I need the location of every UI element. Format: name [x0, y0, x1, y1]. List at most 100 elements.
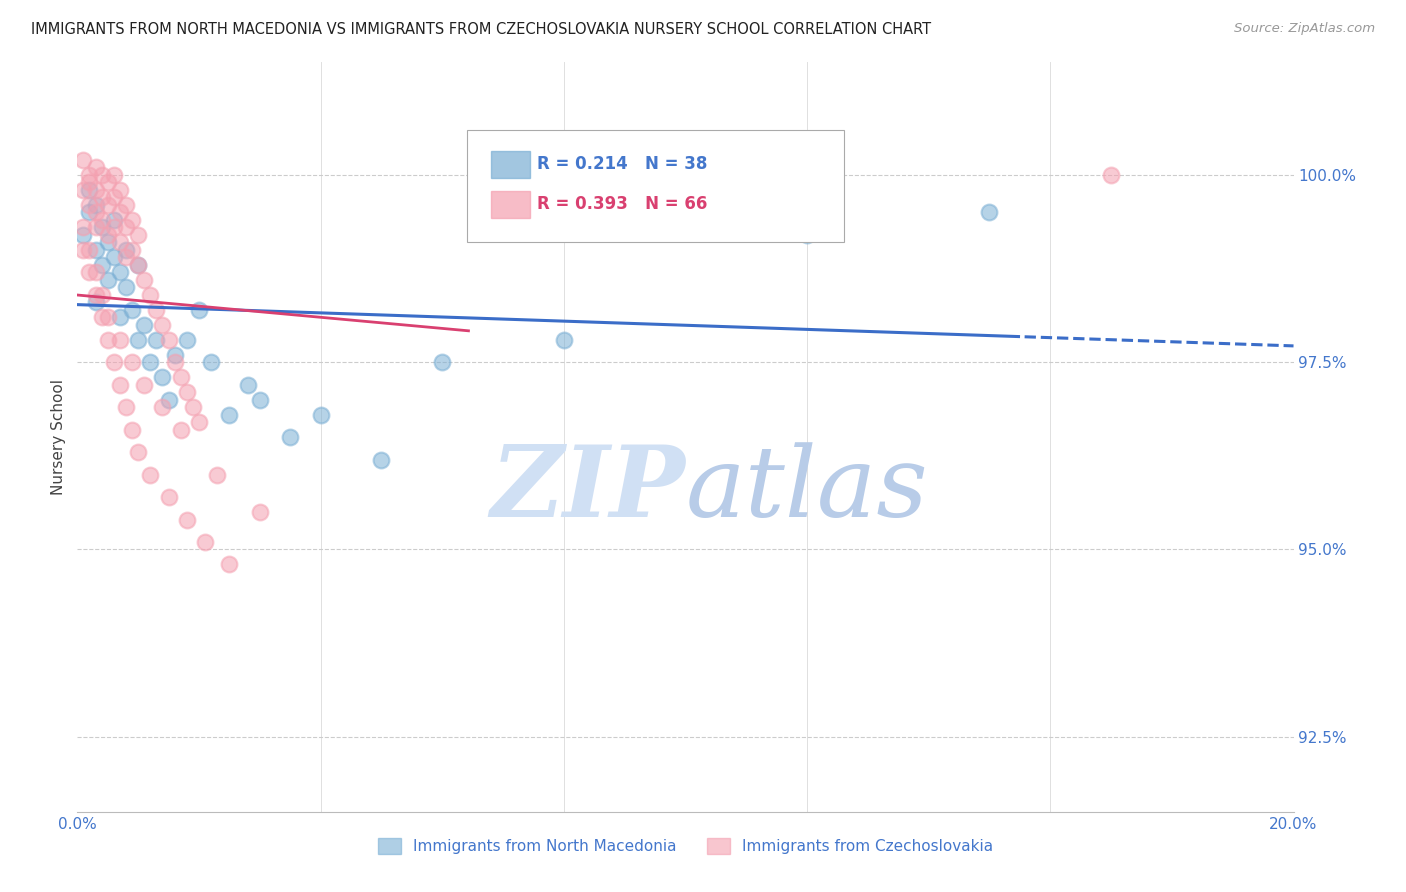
Point — [90, 287, 112, 301]
Point — [236, 377, 259, 392]
Legend: Immigrants from North Macedonia, Immigrants from Czechoslovakia: Immigrants from North Macedonia, Immigra… — [371, 832, 1000, 860]
Point — [79, 168, 101, 182]
Point — [108, 235, 131, 250]
Point — [84, 161, 107, 175]
Point — [72, 153, 94, 167]
Point — [97, 273, 120, 287]
Point — [90, 258, 112, 272]
Point — [163, 355, 186, 369]
Point — [152, 370, 174, 384]
Point — [103, 355, 125, 369]
Point — [979, 205, 1001, 219]
Point — [170, 423, 193, 437]
Point — [79, 243, 101, 257]
Point — [79, 265, 101, 279]
FancyBboxPatch shape — [491, 191, 530, 218]
Point — [127, 258, 149, 272]
Point — [84, 243, 107, 257]
Point — [152, 400, 174, 414]
Point — [79, 205, 101, 219]
Point — [249, 505, 271, 519]
Point — [90, 212, 112, 227]
Point — [103, 190, 125, 204]
Point — [181, 400, 204, 414]
Point — [170, 370, 193, 384]
Point — [188, 302, 211, 317]
Point — [108, 377, 131, 392]
Point — [97, 227, 120, 242]
Point — [90, 190, 112, 204]
Point — [218, 408, 240, 422]
Point — [127, 258, 149, 272]
Point — [121, 423, 143, 437]
Point — [79, 198, 101, 212]
Point — [84, 198, 107, 212]
Point — [134, 318, 156, 332]
Point — [97, 198, 120, 212]
Point — [103, 168, 125, 182]
Point — [103, 250, 125, 264]
Point — [84, 220, 107, 235]
Point — [278, 430, 301, 444]
Point — [370, 452, 392, 467]
Point — [79, 175, 101, 189]
Point — [309, 408, 332, 422]
Point — [97, 175, 120, 189]
Point — [103, 212, 125, 227]
Point — [127, 227, 149, 242]
Point — [108, 183, 131, 197]
Point — [121, 212, 143, 227]
Point — [72, 243, 94, 257]
Point — [72, 227, 94, 242]
Point — [90, 168, 112, 182]
Point — [84, 265, 107, 279]
Point — [84, 183, 107, 197]
FancyBboxPatch shape — [491, 151, 530, 178]
Text: ZIP: ZIP — [491, 442, 686, 538]
Point — [84, 287, 107, 301]
Point — [115, 250, 138, 264]
Text: R = 0.393   N = 66: R = 0.393 N = 66 — [537, 195, 707, 213]
Point — [218, 558, 240, 572]
Point — [79, 183, 101, 197]
Point — [157, 392, 180, 407]
Point — [103, 220, 125, 235]
Point — [139, 287, 162, 301]
Point — [796, 227, 818, 242]
Point — [176, 385, 198, 400]
Point — [115, 220, 138, 235]
Point — [84, 295, 107, 310]
Text: Source: ZipAtlas.com: Source: ZipAtlas.com — [1234, 22, 1375, 36]
Point — [176, 512, 198, 526]
FancyBboxPatch shape — [467, 130, 844, 243]
Text: R = 0.214   N = 38: R = 0.214 N = 38 — [537, 155, 707, 173]
Point — [121, 355, 143, 369]
Point — [108, 265, 131, 279]
Point — [121, 243, 143, 257]
Point — [97, 235, 120, 250]
Point — [139, 355, 162, 369]
Y-axis label: Nursery School: Nursery School — [51, 379, 66, 495]
Point — [127, 333, 149, 347]
Point — [145, 302, 167, 317]
Point — [108, 310, 131, 325]
Point — [553, 333, 575, 347]
Point — [115, 400, 138, 414]
Point — [72, 220, 94, 235]
Point — [176, 333, 198, 347]
Point — [97, 310, 120, 325]
Point — [127, 445, 149, 459]
Text: IMMIGRANTS FROM NORTH MACEDONIA VS IMMIGRANTS FROM CZECHOSLOVAKIA NURSERY SCHOOL: IMMIGRANTS FROM NORTH MACEDONIA VS IMMIG… — [31, 22, 931, 37]
Point — [115, 243, 138, 257]
Point — [90, 220, 112, 235]
Point — [1099, 168, 1122, 182]
Point — [84, 205, 107, 219]
Point — [430, 355, 453, 369]
Point — [152, 318, 174, 332]
Point — [157, 490, 180, 504]
Point — [108, 333, 131, 347]
Point — [145, 333, 167, 347]
Point — [200, 355, 222, 369]
Point — [139, 467, 162, 482]
Point — [157, 333, 180, 347]
